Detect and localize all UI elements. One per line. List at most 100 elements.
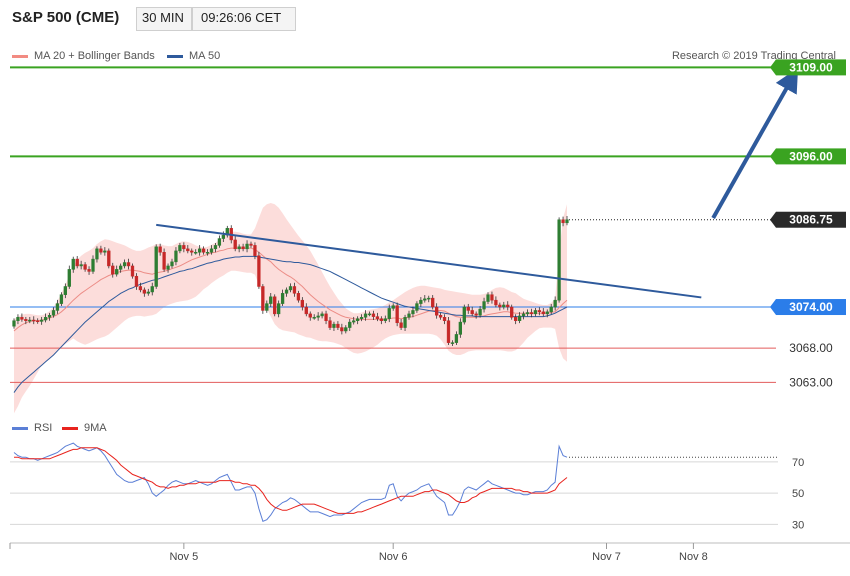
candle-body (356, 318, 360, 321)
rsi-line (13, 442, 568, 522)
descending-trendline (156, 223, 702, 299)
candle-body (284, 289, 289, 294)
candle-body (502, 304, 506, 308)
date-label-1: Nov 6 (379, 551, 408, 563)
candle-body (482, 301, 486, 310)
candle-body (395, 305, 399, 324)
candle-body (43, 317, 48, 321)
candle-body (328, 320, 332, 328)
candle-body (178, 245, 182, 252)
candle-body (407, 313, 411, 318)
candle-body (312, 317, 316, 319)
candle-body (427, 297, 431, 300)
candle-body (304, 306, 308, 315)
bollinger-band-area (14, 203, 567, 414)
legend-swatch-rsi (12, 426, 28, 430)
chart-header: S&P 500 (CME) 30 MIN 09:26:06 CET (0, 0, 850, 40)
candle-body (340, 327, 344, 332)
level-label-text-5: 3063.00 (789, 375, 833, 389)
candle-body (154, 246, 158, 287)
candle-body (12, 320, 16, 327)
level-label-text-1: 3096.00 (789, 149, 833, 163)
level-label-bg-5 (776, 374, 846, 391)
trend-annotations (156, 67, 799, 299)
bollinger-bands (14, 203, 567, 414)
date-label-3: Nov 8 (679, 551, 708, 563)
candle-body (450, 342, 455, 344)
instrument-title: S&P 500 (CME) (12, 9, 120, 26)
level-label-text-3: 3074.00 (789, 300, 833, 314)
target-arrow (711, 67, 799, 220)
candle-body (75, 258, 79, 267)
level-label-text-2: 3086.75 (789, 213, 833, 227)
candle-body (87, 269, 91, 272)
candle-body (134, 275, 139, 287)
candle-body (241, 246, 245, 250)
candle-body (20, 317, 24, 320)
level-label-bg-2 (776, 211, 846, 228)
candle-body (28, 319, 32, 322)
candle-body (166, 265, 170, 270)
candle-body (431, 297, 435, 308)
ma20-line (13, 247, 568, 332)
candle-body (435, 306, 439, 316)
legend-swatch-ma20 (12, 54, 28, 58)
candle-body (261, 286, 265, 311)
date-label-0: Nov 5 (169, 551, 198, 563)
legend-label-9ma: 9MA (84, 422, 107, 434)
candle-body (379, 318, 384, 321)
ma50-line (13, 255, 568, 393)
legend-item-ma50: MA 50 (167, 50, 220, 62)
candle-body (265, 303, 269, 311)
candle-body (344, 327, 348, 332)
level-label-pointer-1 (770, 148, 776, 165)
candle-body (336, 323, 340, 328)
candle-body (170, 261, 174, 267)
candle-body (115, 269, 119, 275)
candle-body (237, 246, 241, 250)
candle-body (486, 294, 490, 302)
candle-body (533, 310, 538, 315)
candle-body (186, 248, 190, 252)
candle-body (545, 311, 549, 315)
price-levels (10, 66, 778, 383)
candle-body (442, 317, 447, 321)
candle-body (205, 252, 210, 254)
candle-body (95, 248, 99, 260)
candle-body (198, 248, 202, 253)
candle-body (158, 246, 162, 253)
candle-body (288, 286, 293, 291)
candle-body (458, 321, 463, 335)
rsi-level-label-30: 30 (792, 519, 804, 531)
rsi-level-label-70: 70 (792, 457, 804, 469)
candle-body (126, 262, 131, 267)
level-label-bg-3 (776, 299, 846, 316)
candle-body (63, 286, 68, 295)
candle-body (462, 306, 466, 323)
candle-body (415, 303, 419, 311)
candle-body (83, 264, 87, 270)
candle-body (399, 322, 403, 328)
legend-swatch-9ma (62, 426, 78, 430)
time-box (192, 7, 296, 31)
candle-body (32, 319, 36, 322)
candle-body (320, 313, 324, 317)
candle-body (506, 304, 510, 308)
candle-body (99, 248, 103, 253)
candle-body (91, 258, 95, 272)
candle-body (557, 219, 561, 301)
candle-body (59, 294, 64, 304)
moving-averages (13, 247, 568, 393)
candle-body (537, 310, 542, 313)
candle-body (348, 321, 352, 328)
candle-body (269, 296, 273, 304)
candle-body (423, 298, 427, 301)
candle-body (517, 315, 522, 321)
candle-body (561, 219, 565, 224)
candle-body (273, 296, 277, 315)
candle-body (446, 320, 451, 343)
candle-body (371, 313, 376, 317)
candle-body (296, 293, 301, 301)
candle-body (233, 239, 237, 250)
